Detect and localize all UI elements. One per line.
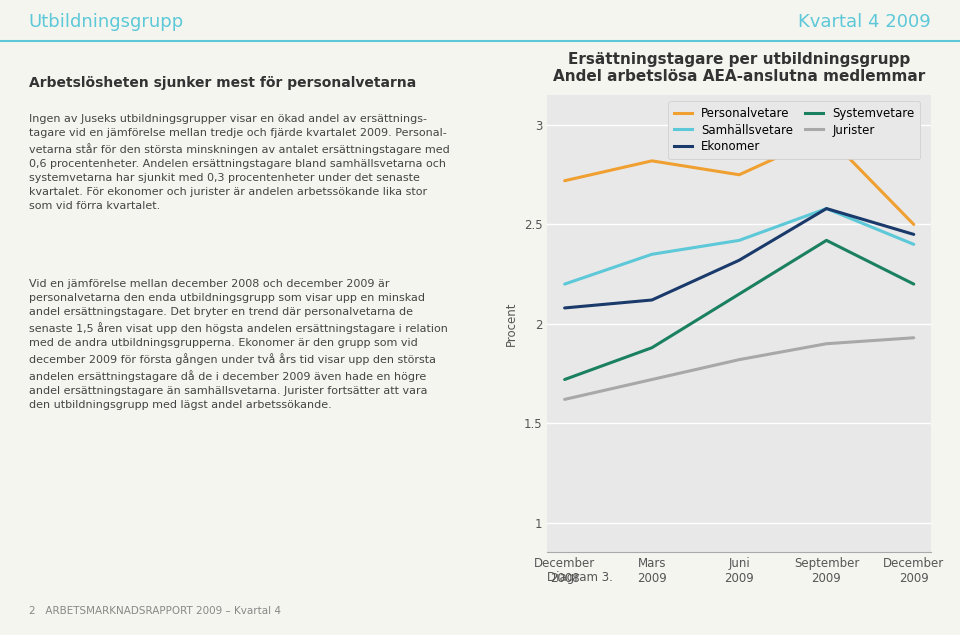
Text: Utbildningsgrupp: Utbildningsgrupp xyxy=(29,13,184,30)
Text: Ingen av Juseks utbildningsgrupper visar en ökad andel av ersättnings-
tagare vi: Ingen av Juseks utbildningsgrupper visar… xyxy=(29,114,449,211)
Text: 2   ARBETSMARKNADSRAPPORT 2009 – Kvartal 4: 2 ARBETSMARKNADSRAPPORT 2009 – Kvartal 4 xyxy=(29,606,280,616)
Title: Ersättningstagare per utbildningsgrupp
Andel arbetslösa AEA-anslutna medlemmar: Ersättningstagare per utbildningsgrupp A… xyxy=(553,52,925,84)
Y-axis label: Procent: Procent xyxy=(505,302,518,346)
Text: Kvartal 4 2009: Kvartal 4 2009 xyxy=(799,13,931,30)
Text: Arbetslösheten sjunker mest för personalvetarna: Arbetslösheten sjunker mest för personal… xyxy=(29,76,416,90)
Text: Diagram 3.: Diagram 3. xyxy=(547,572,613,584)
Legend: Personalvetare, Samhällsvetare, Ekonomer, Systemvetare, Jurister: Personalvetare, Samhällsvetare, Ekonomer… xyxy=(668,101,921,159)
Text: Vid en jämförelse mellan december 2008 och december 2009 är
personalvetarna den : Vid en jämförelse mellan december 2008 o… xyxy=(29,279,447,410)
